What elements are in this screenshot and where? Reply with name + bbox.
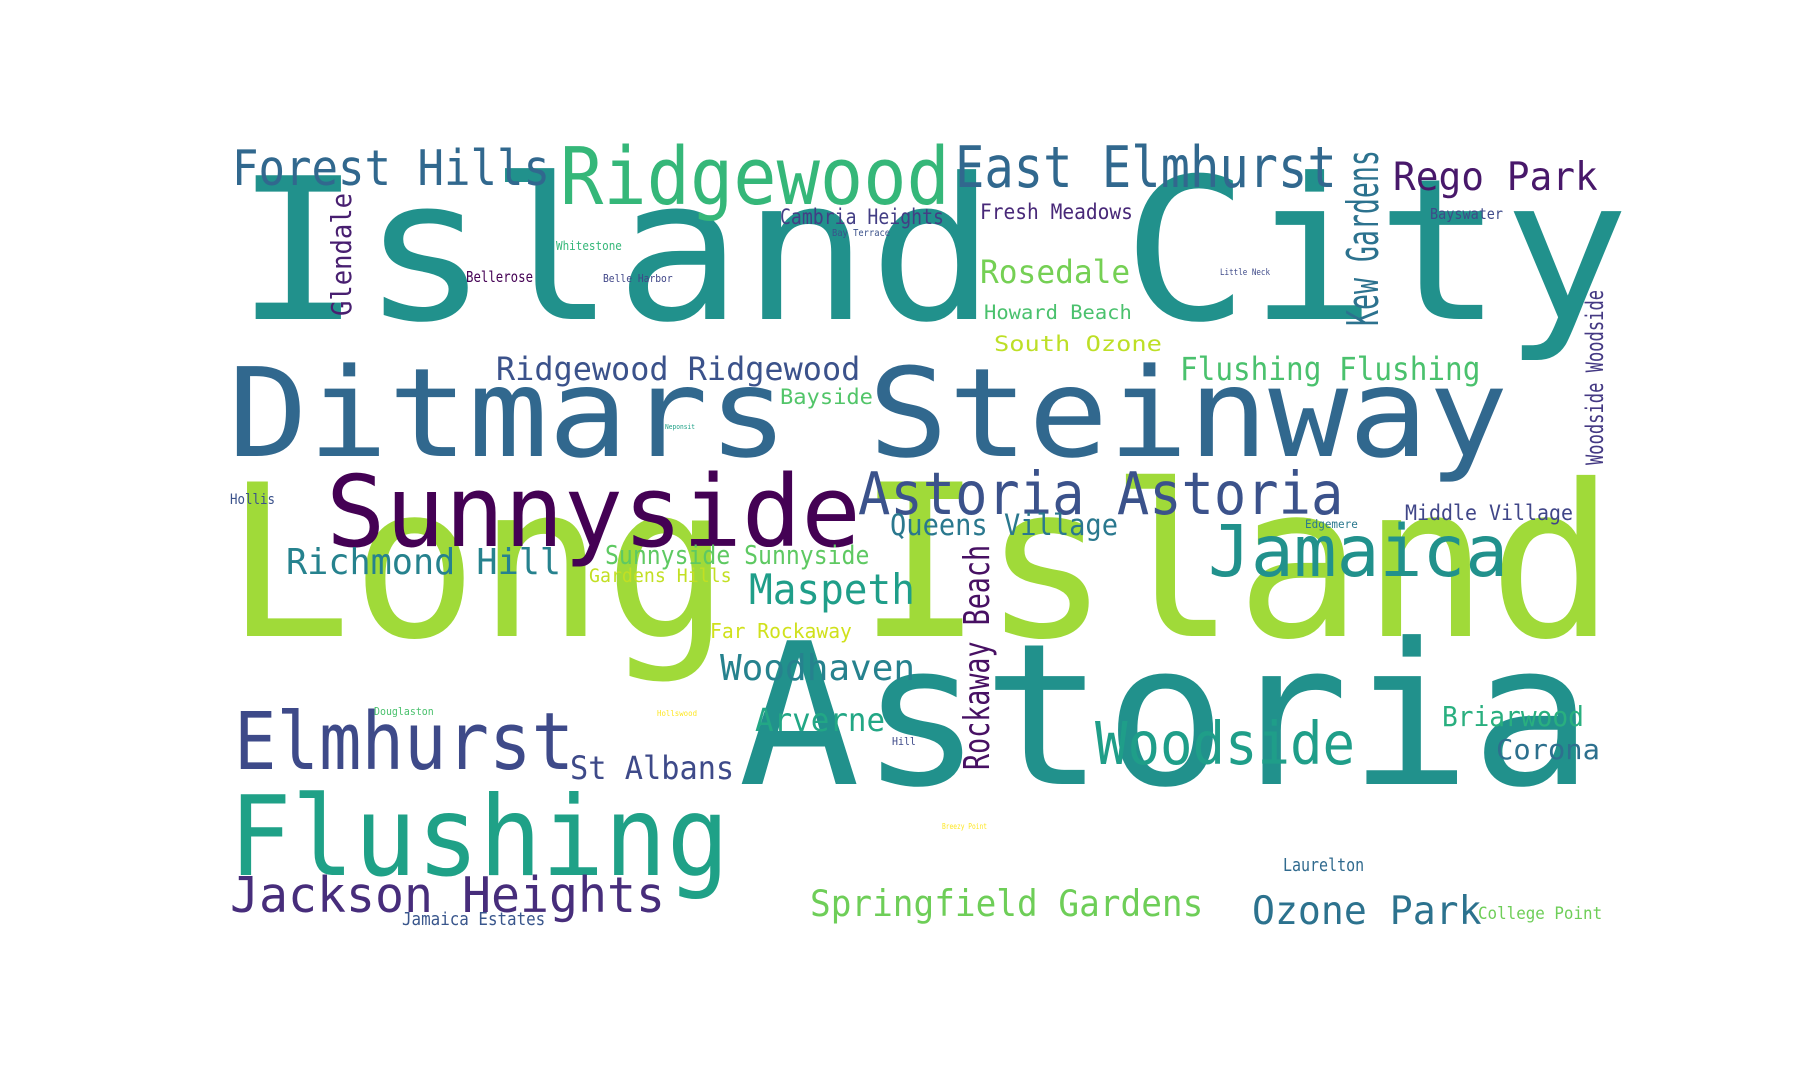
word-bayswater: Bayswater xyxy=(1430,206,1504,224)
word-hollis: Hollis xyxy=(230,492,275,509)
word-long-island: Long Island xyxy=(225,439,1615,687)
word-edgemere: Edgemere xyxy=(1305,517,1358,532)
word-kew-gardens: Kew Gardens xyxy=(1339,150,1390,326)
word-maspeth: Maspeth xyxy=(749,565,915,614)
word-whitestone: Whitestone xyxy=(556,239,622,255)
word-flushing: Flushing xyxy=(229,773,730,903)
word-sunnyside: Sunnyside xyxy=(326,455,861,571)
word-jamaica-estates: Jamaica Estates xyxy=(402,908,546,930)
word-astoria: Astoria xyxy=(738,601,1594,832)
word-arverne: Arverne xyxy=(755,703,886,740)
word-bayside: Bayside xyxy=(780,384,873,410)
word-jamaica: Jamaica xyxy=(1208,509,1509,593)
word-woodhaven: Woodhaven xyxy=(720,647,916,689)
word-richmond-hill: Richmond Hill xyxy=(286,541,562,583)
word-ridgewood-ridgewood: Ridgewood Ridgewood xyxy=(496,352,861,389)
word-bay-terrace: Bay Terrace xyxy=(832,228,891,240)
word-island-city: Island City xyxy=(235,136,1630,367)
word-college-point: College Point xyxy=(1478,902,1603,923)
word-woodside-woodside: Woodside Woodside xyxy=(1580,289,1609,465)
word-flushing-flushing: Flushing Flushing xyxy=(1180,352,1481,389)
word-springfield-gardens: Springfield Gardens xyxy=(810,881,1204,925)
word-little-neck: Little Neck xyxy=(1220,268,1271,279)
word-corona: Corona xyxy=(1496,733,1600,767)
word-sunnyside-sunnyside: Sunnyside Sunnyside xyxy=(605,541,870,572)
word-douglaston: Douglaston xyxy=(374,705,434,719)
word-elmhurst: Elmhurst xyxy=(234,696,575,789)
word-jackson-heights: Jackson Heights xyxy=(230,866,665,925)
word-ozone-park: Ozone Park xyxy=(1252,887,1482,934)
word-rosedale: Rosedale xyxy=(980,255,1131,292)
word-laurelton: Laurelton xyxy=(1283,854,1365,876)
word-gardens-hills: Gardens Hills xyxy=(589,565,732,587)
word-far-rockaway: Far Rockaway xyxy=(710,618,852,643)
word-hollswood: Hollswood xyxy=(657,708,698,718)
word-st-albans: St Albans xyxy=(570,751,735,788)
word-south-ozone: South Ozone xyxy=(994,331,1162,357)
word-hill: Hill xyxy=(892,735,916,749)
word-fresh-meadows: Fresh Meadows xyxy=(980,199,1133,225)
word-forest-hills: Forest Hills xyxy=(232,139,551,198)
word-ridgewood: Ridgewood xyxy=(560,131,950,224)
word-east-elmhurst: East Elmhurst xyxy=(955,134,1337,201)
word-howard-beach: Howard Beach xyxy=(984,300,1132,324)
word-bellerose: Bellerose xyxy=(466,269,534,287)
word-woodside: Woodside xyxy=(1095,709,1355,779)
word-breezy-point: Breezy Point xyxy=(942,821,987,831)
word-middle-village: Middle Village xyxy=(1405,500,1574,526)
word-rockaway-beach: Rockaway Beach xyxy=(956,544,998,770)
word-ditmars-steinway: Ditmars Steinway xyxy=(228,342,1509,486)
word-cambria-heights: Cambria Heights xyxy=(780,204,944,230)
word-belle-harbor: Belle Harbor xyxy=(603,272,673,286)
word-rego-park: Rego Park xyxy=(1393,153,1598,200)
word-briarwood: Briarwood xyxy=(1442,700,1584,734)
word-astoria-astoria: Astoria Astoria xyxy=(858,459,1344,529)
word-glendale: Glendale xyxy=(325,193,359,316)
word-neponsit: Neponsit xyxy=(665,422,695,431)
word-queens-village: Queens Village xyxy=(890,508,1118,543)
